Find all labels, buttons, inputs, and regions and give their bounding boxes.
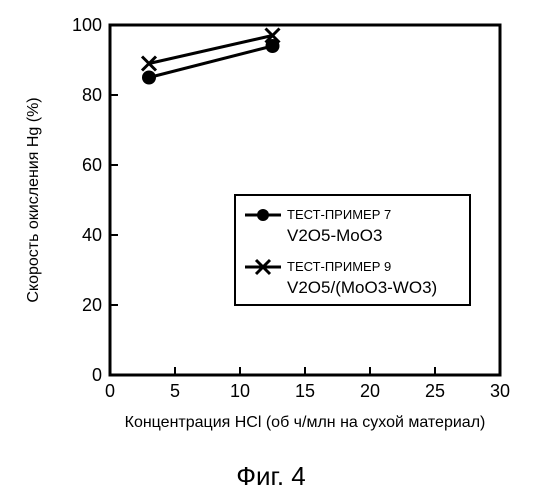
x-tick-label: 20 (360, 381, 380, 401)
x-tick-label: 5 (170, 381, 180, 401)
legend-label-big: V2O5/(MoO3-WO3) (287, 278, 437, 297)
figure-caption: Фиг. 4 (236, 461, 306, 491)
x-tick-label: 0 (105, 381, 115, 401)
y-tick-label: 40 (82, 225, 102, 245)
x-tick-label: 10 (230, 381, 250, 401)
legend-label-small: ТЕСТ-ПРИМЕР 7 (287, 207, 391, 222)
legend-label-small: ТЕСТ-ПРИМЕР 9 (287, 259, 391, 274)
x-axis-label: Концентрация HCl (об ч/млн на сухой мате… (125, 414, 486, 431)
x-tick-label: 25 (425, 381, 445, 401)
x-tick-label: 30 (490, 381, 510, 401)
y-tick-label: 60 (82, 155, 102, 175)
legend-label-big: V2O5-MoO3 (287, 226, 382, 245)
chart-svg: 0 5 10 15 20 25 30 0 20 40 60 80 100 ТЕСТ-ПРИМЕР 7 V2O… (0, 0, 542, 500)
y-axis-label: Скорость окисления Hg (%) (25, 97, 42, 302)
x-tick-label: 15 (295, 381, 315, 401)
legend-marker-circle (257, 209, 269, 221)
y-tick-label: 80 (82, 85, 102, 105)
y-tick-label: 100 (72, 15, 102, 35)
chart-container: 0 5 10 15 20 25 30 0 20 40 60 80 100 ТЕСТ-ПРИМЕР 7 V2O… (0, 0, 542, 500)
y-tick-label: 20 (82, 295, 102, 315)
y-tick-label: 0 (92, 365, 102, 385)
marker-circle (142, 71, 156, 85)
